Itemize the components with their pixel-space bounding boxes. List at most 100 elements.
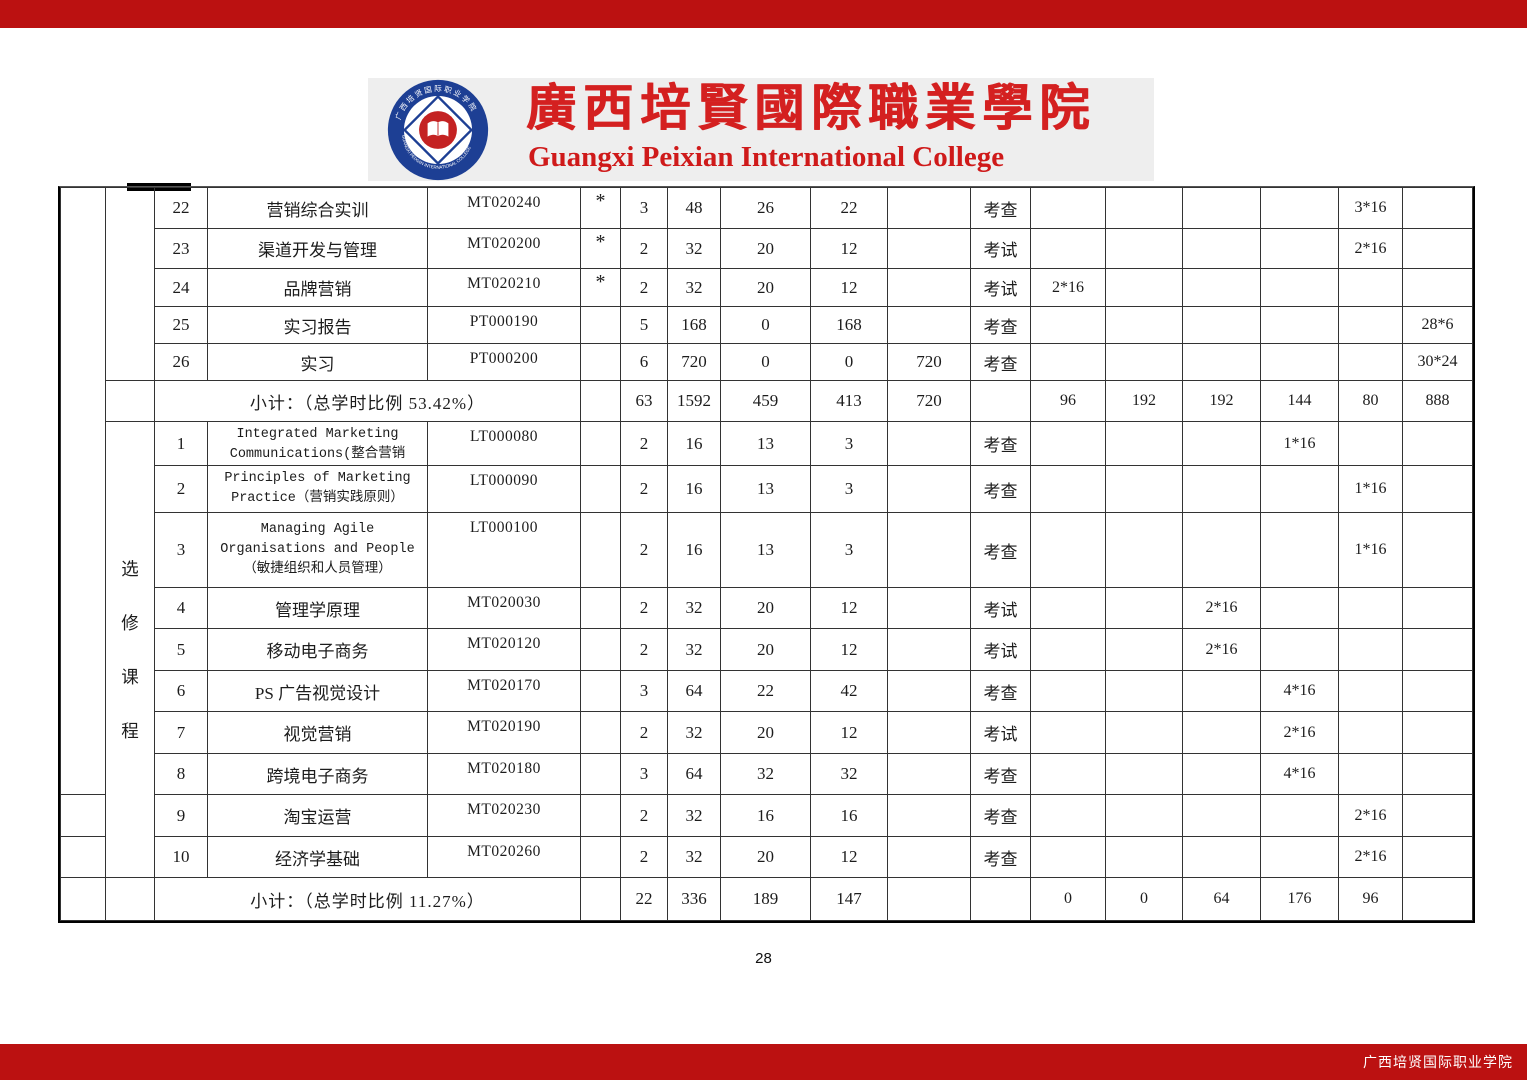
semester-3-cell (1182, 836, 1261, 878)
practice-hours-cell: 42 (810, 670, 888, 712)
extra-hours-cell (887, 187, 971, 229)
practice-hours-cell: 3 (810, 465, 888, 513)
course-name-cell: 管理学原理 (207, 587, 428, 629)
star-cell (580, 628, 621, 671)
semester-3-cell: 2*16 (1182, 628, 1261, 671)
total-hours-cell: 32 (667, 228, 721, 269)
semester-1-cell (1030, 836, 1106, 878)
assessment-cell: 考试 (970, 711, 1031, 754)
credits-cell: 5 (620, 306, 668, 344)
semester-5-cell (1338, 711, 1403, 754)
semester-5-subtotal-cell: 96 (1338, 877, 1403, 921)
row-number-cell: 23 (154, 228, 208, 269)
star-cell (580, 670, 621, 712)
semester-1-subtotal-cell: 96 (1030, 380, 1106, 422)
row-number-cell: 25 (154, 306, 208, 344)
theory-hours-cell: 20 (720, 628, 811, 671)
total-hours-subtotal-cell: 1592 (667, 380, 721, 422)
table-row: 26 实习 PT000200 6 720 0 0 720 考查 30*24 (61, 343, 1473, 381)
footer-college-name: 广西培贤国际职业学院 (1363, 1054, 1513, 1070)
total-hours-cell: 32 (667, 836, 721, 878)
semester-5-cell: 1*16 (1338, 512, 1403, 588)
extra-hours-cell (887, 512, 971, 588)
theory-hours-subtotal-cell: 459 (720, 380, 811, 422)
outer-left-cell (60, 794, 106, 837)
practice-hours-cell: 3 (810, 512, 888, 588)
college-name-chinese: 廣西培賢國際職業學院 (526, 80, 1096, 136)
semester-1-cell (1030, 187, 1106, 229)
semester-2-cell (1105, 711, 1183, 754)
assessment-cell (970, 380, 1031, 422)
semester-1-subtotal-cell: 0 (1030, 877, 1106, 921)
course-code-cell: MT020120 (427, 628, 581, 671)
credits-cell: 2 (620, 794, 668, 837)
star-cell (580, 465, 621, 513)
semester-3-cell (1182, 711, 1261, 754)
outer-left-cell (60, 836, 106, 878)
page-number: 28 (755, 950, 772, 967)
star-cell (580, 512, 621, 588)
semester-4-cell (1260, 268, 1339, 307)
semester-1-cell (1030, 306, 1106, 344)
semester-1-cell (1030, 512, 1106, 588)
credits-cell: 2 (620, 628, 668, 671)
assessment-cell: 考查 (970, 753, 1031, 795)
star-cell: * (580, 228, 621, 269)
assessment-cell: 考查 (970, 512, 1031, 588)
course-name-cell: 实习报告 (207, 306, 428, 344)
semester-1-cell (1030, 343, 1106, 381)
extra-hours-cell (887, 465, 971, 513)
credits-cell: 2 (620, 268, 668, 307)
semester-3-cell (1182, 343, 1261, 381)
assessment-cell: 考查 (970, 343, 1031, 381)
row-number-cell: 2 (154, 465, 208, 513)
table-row: 5 移动电子商务 MT020120 2 32 20 12 考试 2*16 (61, 628, 1473, 671)
extra-hours-cell (887, 306, 971, 344)
row-number-cell: 9 (154, 794, 208, 837)
course-name-cell: 渠道开发与管理 (207, 228, 428, 269)
table-row: 选修课程 1 Integrated Marketing Communications(… (61, 421, 1473, 878)
table-row: 24 品牌营销 MT020210 * 2 32 20 12 考试 2*16 (61, 268, 1473, 307)
theory-hours-cell: 22 (720, 670, 811, 712)
semester-3-cell: 2*16 (1182, 587, 1261, 629)
star-cell: * (580, 187, 621, 229)
course-name-cell: 营销综合实训 (207, 187, 428, 229)
course-code-cell: MT020260 (427, 836, 581, 878)
semester-6-cell (1402, 753, 1473, 795)
course-code-cell: MT020210 (427, 268, 581, 307)
course-name-cell: 跨境电子商务 (207, 753, 428, 795)
curriculum-table: 22 营销综合实训 MT020240 * 3 48 26 22 考查 3*16 23 渠道开发与管理 M… (60, 187, 1473, 921)
semester-1-cell (1030, 587, 1106, 629)
course-name-cell: Principles of Marketing Practice（营销实践原则） (207, 465, 428, 513)
semester-6-cell (1402, 512, 1473, 588)
credits-cell: 2 (620, 836, 668, 878)
semester-4-cell (1260, 187, 1339, 229)
semester-4-cell (1260, 343, 1339, 381)
row-number-cell: 8 (154, 753, 208, 795)
extra-hours-subtotal-cell: 720 (887, 380, 971, 422)
credits-cell: 2 (620, 465, 668, 513)
semester-4-subtotal-cell: 176 (1260, 877, 1339, 921)
course-code-cell: LT000090 (427, 465, 581, 513)
course-name-cell: 经济学基础 (207, 836, 428, 878)
total-hours-cell: 32 (667, 794, 721, 837)
assessment-cell: 考查 (970, 306, 1031, 344)
semester-4-cell: 4*16 (1260, 670, 1339, 712)
semester-1-cell (1030, 670, 1106, 712)
star-cell (580, 380, 621, 422)
course-code-cell: MT020180 (427, 753, 581, 795)
extra-hours-cell (887, 268, 971, 307)
table-row: 6 PS 广告视觉设计 MT020170 3 64 22 42 考查 4*16 (61, 670, 1473, 712)
course-name-cell: 视觉营销 (207, 711, 428, 754)
theory-hours-subtotal-cell: 189 (720, 877, 811, 921)
semester-6-cell (1402, 187, 1473, 229)
row-number-cell: 7 (154, 711, 208, 754)
semester-2-cell (1105, 465, 1183, 513)
star-cell (580, 306, 621, 344)
semester-3-cell (1182, 228, 1261, 269)
credits-cell: 6 (620, 343, 668, 381)
table-row: 22 营销综合实训 MT020240 * 3 48 26 22 考查 3*16 (60, 187, 1473, 795)
assessment-cell: 考查 (970, 836, 1031, 878)
semester-2-cell (1105, 343, 1183, 381)
